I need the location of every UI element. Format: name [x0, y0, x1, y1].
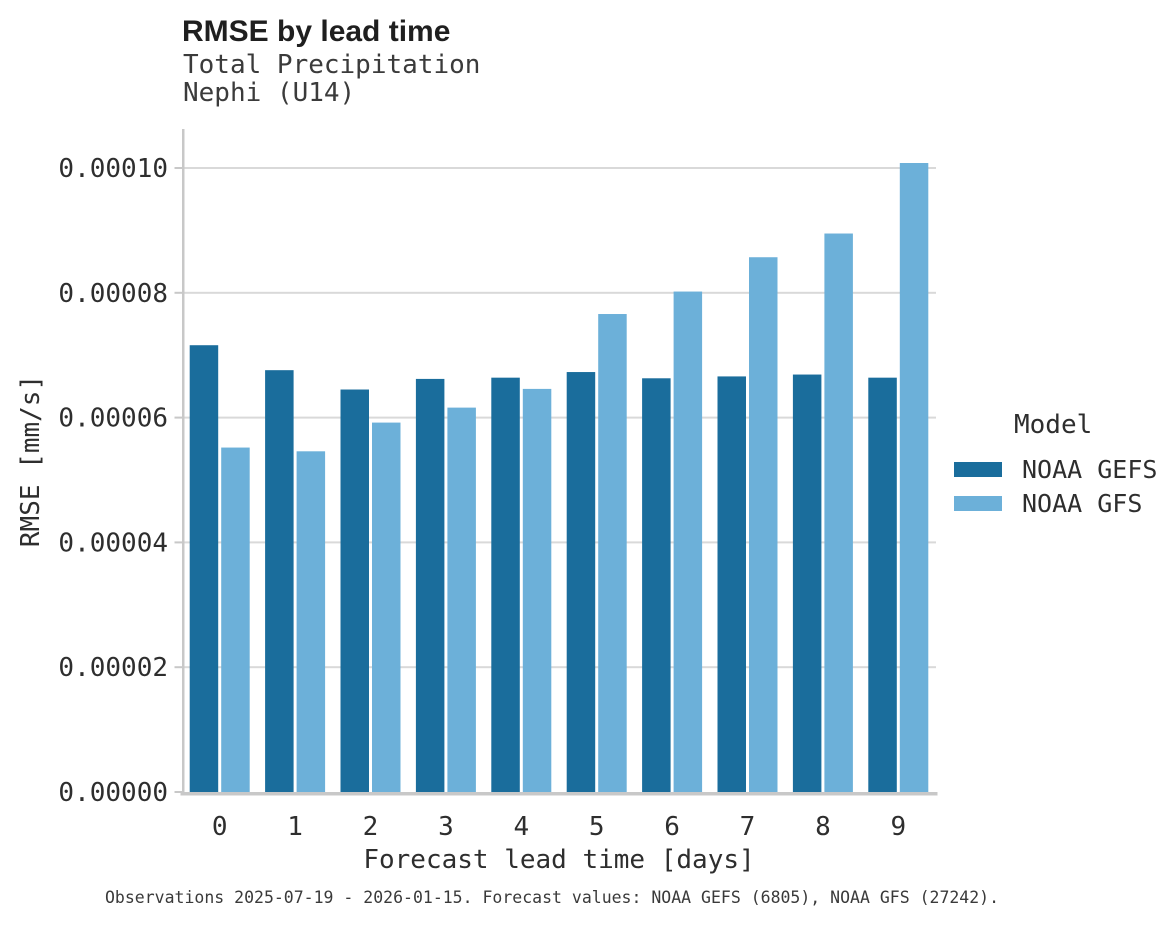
- gridline: [182, 291, 936, 294]
- y-axis-title: RMSE [mm/s]: [16, 374, 46, 548]
- x-tick-label: 1: [287, 812, 303, 842]
- bar-noaa-gfs-day-2: [372, 422, 401, 792]
- bar-noaa-gfs-day-3: [447, 407, 476, 792]
- bar-noaa-gefs-day-8: [792, 374, 822, 792]
- x-tick-label: 3: [438, 812, 454, 842]
- x-tick-label: 7: [740, 812, 756, 842]
- bar-noaa-gfs-day-4: [522, 388, 552, 792]
- bar-noaa-gefs-day-1: [265, 370, 294, 792]
- legend-title: Model: [1014, 410, 1093, 440]
- y-tick-mark: [174, 791, 182, 793]
- x-tick-label: 6: [664, 812, 680, 842]
- bar-noaa-gfs-day-1: [296, 451, 326, 792]
- bar-noaa-gfs-day-0: [221, 447, 250, 792]
- gridline: [182, 167, 936, 169]
- x-tick-label: 9: [890, 812, 906, 842]
- bar-noaa-gfs-day-9: [899, 163, 929, 792]
- x-tick-label: 0: [212, 812, 228, 842]
- x-axis-title: Forecast lead time [days]: [363, 845, 755, 875]
- y-tick-mark: [174, 541, 182, 544]
- y-tick-label: 0.00010: [58, 154, 168, 184]
- x-tick-label: 4: [513, 812, 529, 842]
- y-tick-label: 0.00008: [58, 279, 168, 309]
- caption: Observations 2025-07-19 - 2026-01-15. Fo…: [105, 888, 1000, 907]
- legend-swatch-noaa-gfs: [954, 495, 1002, 511]
- bar-noaa-gfs-day-7: [749, 257, 778, 792]
- bar-noaa-gefs-day-2: [340, 389, 369, 792]
- bar-noaa-gefs-day-3: [415, 378, 445, 792]
- chart-title: RMSE by lead time: [182, 15, 451, 48]
- y-tick-mark: [174, 291, 182, 294]
- y-axis-line: [182, 129, 185, 796]
- legend-swatch-noaa-gefs: [954, 461, 1002, 477]
- y-tick-label: 0.00006: [58, 404, 168, 434]
- chart-subtitle-line1: Total Precipitation: [183, 50, 481, 80]
- bar-noaa-gfs-day-8: [824, 233, 853, 792]
- bar-noaa-gfs-day-5: [598, 314, 627, 792]
- x-tick-label: 2: [363, 812, 379, 842]
- chart-subtitle-line2: Nephi (U14): [183, 78, 356, 108]
- x-tick-label: 5: [589, 812, 605, 842]
- bar-noaa-gefs-day-4: [491, 377, 520, 792]
- legend-item-noaa-gefs: NOAA GEFS: [952, 452, 1175, 486]
- y-tick-mark: [174, 666, 182, 669]
- bar-noaa-gfs-day-6: [673, 291, 703, 792]
- legend: Model NOAA GEFS NOAA GFS: [952, 410, 1175, 520]
- y-tick-label: 0.00004: [58, 528, 168, 558]
- bar-noaa-gefs-day-9: [868, 377, 897, 792]
- x-axis-line: [180, 792, 938, 796]
- bar-noaa-gefs-day-5: [566, 372, 596, 792]
- y-tick-mark: [174, 416, 182, 419]
- legend-item-noaa-gfs: NOAA GFS: [952, 486, 1175, 520]
- x-tick-label: 8: [815, 812, 831, 842]
- gridline: [182, 416, 936, 419]
- bar-noaa-gefs-day-0: [189, 345, 219, 792]
- gridline: [182, 541, 936, 544]
- y-tick-mark: [174, 167, 182, 169]
- bar-noaa-gefs-day-7: [717, 376, 746, 792]
- bar-noaa-gefs-day-6: [642, 378, 671, 792]
- y-tick-label: 0.00002: [58, 653, 168, 683]
- gridline: [182, 666, 936, 669]
- legend-label-noaa-gefs: NOAA GEFS: [1022, 454, 1158, 484]
- y-tick-label: 0.00000: [58, 778, 168, 808]
- legend-label-noaa-gfs: NOAA GFS: [1022, 488, 1143, 518]
